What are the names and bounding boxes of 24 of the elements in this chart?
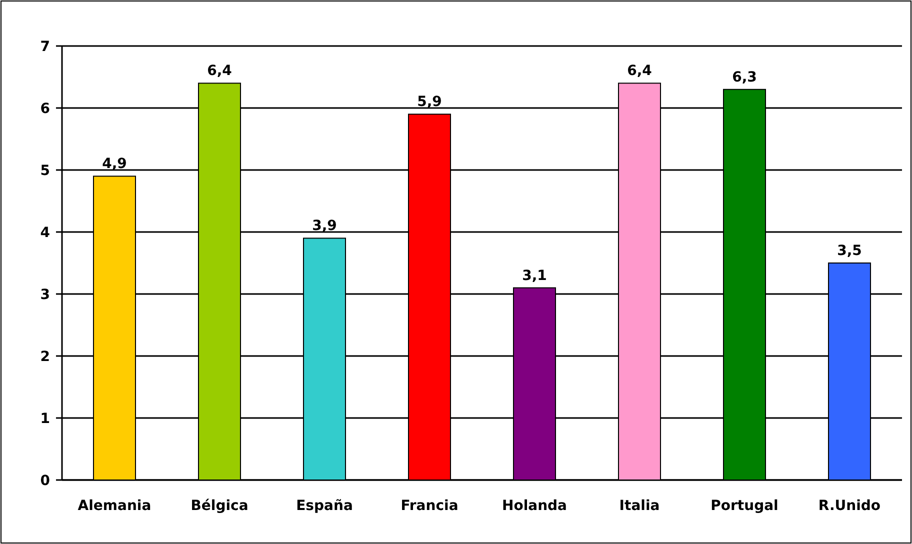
- x-tick-label: Portugal: [710, 498, 778, 514]
- x-tick-label: Alemania: [78, 498, 152, 514]
- data-label: 5,9: [417, 94, 442, 110]
- x-tick-label: R.Unido: [818, 498, 881, 514]
- x-tick-label: Holanda: [502, 498, 568, 514]
- y-tick-label: 1: [40, 410, 50, 427]
- data-label: 4,9: [102, 156, 127, 172]
- data-label: 3,9: [312, 218, 337, 234]
- x-tick-label: Italia: [619, 498, 660, 514]
- data-label: 3,1: [522, 268, 547, 284]
- y-tick-label: 3: [40, 286, 50, 303]
- data-label: 3,5: [837, 243, 862, 259]
- x-tick-label: Bélgica: [190, 498, 248, 514]
- x-tick-label: Francia: [400, 498, 458, 514]
- data-label: 6,3: [732, 69, 757, 86]
- y-tick-label: 2: [40, 348, 50, 365]
- data-label: 6,4: [627, 63, 652, 80]
- y-tick-label: 5: [40, 162, 50, 179]
- y-tick-label: 4: [40, 224, 50, 241]
- y-tick-label: 0: [40, 472, 50, 489]
- y-tick-label: 6: [40, 100, 50, 117]
- data-label: 6,4: [207, 63, 232, 80]
- y-tick-label: 7: [40, 38, 50, 55]
- x-tick-label: España: [296, 498, 353, 514]
